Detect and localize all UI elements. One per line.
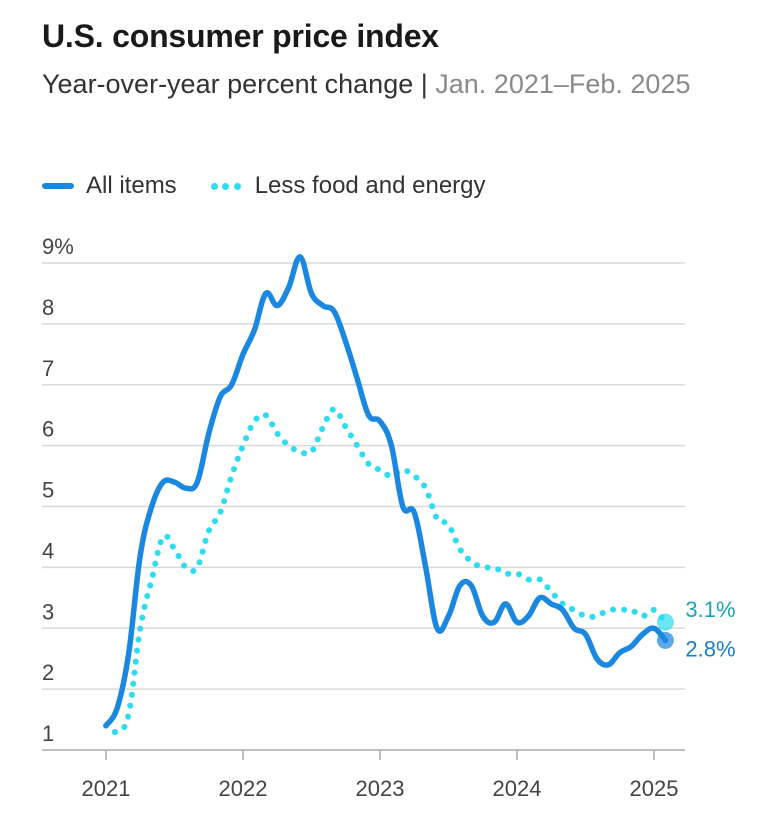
y-tick-label-2: 2 xyxy=(42,660,54,685)
end-label-all-items: 2.8% xyxy=(685,636,735,661)
end-marker-all-items xyxy=(656,631,674,649)
legend-label-less-food-energy: Less food and energy xyxy=(254,172,486,199)
end-marker-less-food-energy xyxy=(656,613,674,631)
chart-subtitle: Year-over-year percent change | Jan. 202… xyxy=(42,66,742,102)
x-axis-tick-labels: 2021 2022 2023 2024 2025 xyxy=(82,776,679,801)
legend-swatch-dotted xyxy=(210,182,241,190)
end-label-less-food-energy: 3.1% xyxy=(685,597,735,622)
x-tick-label-2023: 2023 xyxy=(356,776,405,801)
legend-label-all-items: All items xyxy=(86,172,177,199)
grid-lines xyxy=(42,262,685,690)
y-tick-label-7: 7 xyxy=(42,356,54,381)
series-line-less-food-energy xyxy=(103,406,669,736)
x-axis xyxy=(42,749,685,760)
y-tick-label-1: 1 xyxy=(42,721,54,746)
x-tick-label-2021: 2021 xyxy=(82,776,131,801)
y-tick-label-3: 3 xyxy=(42,599,54,624)
x-tick-label-2025: 2025 xyxy=(630,776,679,801)
chart-title: U.S. consumer price index xyxy=(42,18,439,54)
end-labels: 2.8% 3.1% xyxy=(656,597,736,661)
legend-swatch-solid xyxy=(42,183,74,189)
y-axis-tick-labels: 1 2 3 4 5 6 7 8 9% xyxy=(42,234,74,746)
series-lines xyxy=(103,254,669,736)
legend-item-all-items: All items xyxy=(42,172,177,200)
y-tick-label-4: 4 xyxy=(42,538,54,563)
subtitle-date-range: Jan. 2021–Feb. 2025 xyxy=(435,69,691,99)
legend-item-less-food-energy: Less food and energy xyxy=(210,172,486,200)
y-tick-label-9: 9% xyxy=(42,234,74,259)
subtitle-main: Year-over-year percent change xyxy=(42,69,414,99)
y-tick-label-6: 6 xyxy=(42,417,54,442)
x-tick-label-2024: 2024 xyxy=(493,776,542,801)
subtitle-separator: | xyxy=(413,69,436,99)
y-tick-label-8: 8 xyxy=(42,295,54,320)
series-line-all-items xyxy=(103,254,669,729)
chart-legend: All items Less food and energy xyxy=(42,172,520,200)
x-tick-label-2022: 2022 xyxy=(219,776,268,801)
y-tick-label-5: 5 xyxy=(42,478,54,503)
